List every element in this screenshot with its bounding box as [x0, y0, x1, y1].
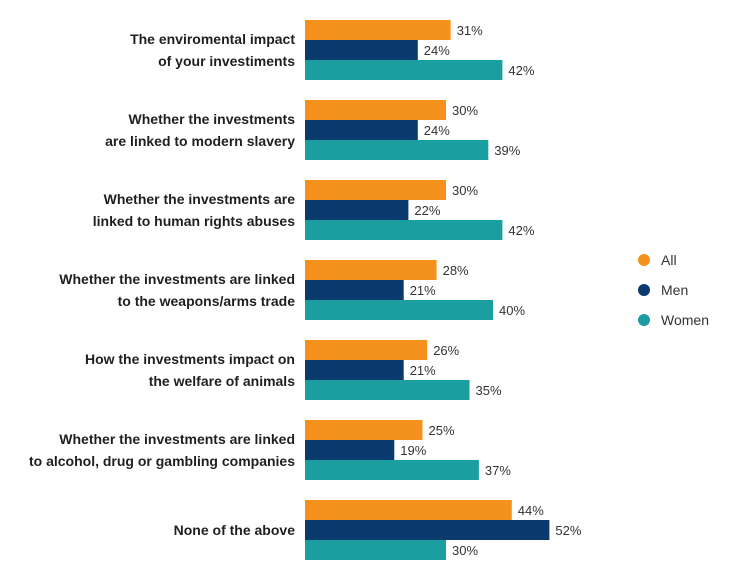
- data-label: 30%: [452, 543, 478, 558]
- data-label: 31%: [457, 23, 483, 38]
- legend-label-all: All: [661, 252, 677, 268]
- data-label: 25%: [429, 423, 455, 438]
- data-label: 39%: [494, 143, 520, 158]
- data-label: 42%: [508, 223, 534, 238]
- category-label: Whether the investments: [129, 111, 296, 127]
- category-label: the welfare of animals: [149, 373, 295, 389]
- bar-women: [305, 300, 493, 320]
- bars: [305, 20, 550, 560]
- data-label: 30%: [452, 103, 478, 118]
- bar-men: [305, 40, 418, 60]
- data-label: 26%: [433, 343, 459, 358]
- data-label: 24%: [424, 123, 450, 138]
- data-label: 28%: [443, 263, 469, 278]
- category-label: to alcohol, drug or gambling companies: [29, 453, 295, 469]
- bar-all: [305, 420, 423, 440]
- category-label: Whether the investments are linked: [59, 271, 295, 287]
- data-label: 30%: [452, 183, 478, 198]
- data-label: 42%: [508, 63, 534, 78]
- category-label: of your investiments: [158, 53, 295, 69]
- bar-women: [305, 220, 503, 240]
- category-label: How the investments impact on: [85, 351, 295, 367]
- category-label: The enviromental impact: [130, 31, 295, 47]
- bar-men: [305, 120, 418, 140]
- bar-all: [305, 20, 451, 40]
- data-label: 21%: [410, 363, 436, 378]
- legend-label-men: Men: [661, 282, 688, 298]
- bar-women: [305, 140, 489, 160]
- data-label: 22%: [414, 203, 440, 218]
- category-label: linked to human rights abuses: [93, 213, 295, 229]
- legend: All Men Women: [638, 252, 709, 328]
- bar-men: [305, 360, 404, 380]
- data-label: 24%: [424, 43, 450, 58]
- bar-women: [305, 460, 479, 480]
- bar-men: [305, 200, 409, 220]
- data-label: 52%: [555, 523, 581, 538]
- data-label: 37%: [485, 463, 511, 478]
- value-labels: 31%24%42%30%24%39%30%22%42%28%21%40%26%2…: [400, 23, 582, 558]
- category-label: Whether the investments are: [104, 191, 296, 207]
- bar-all: [305, 500, 512, 520]
- category-label: Whether the investments are linked: [59, 431, 295, 447]
- legend-label-women: Women: [661, 312, 709, 328]
- bar-men: [305, 440, 395, 460]
- data-label: 40%: [499, 303, 525, 318]
- legend-marker-women: [638, 314, 650, 326]
- bar-women: [305, 60, 503, 80]
- bar-all: [305, 340, 428, 360]
- category-label: are linked to modern slavery: [105, 133, 295, 149]
- bar-all: [305, 180, 446, 200]
- data-label: 35%: [476, 383, 502, 398]
- data-label: 21%: [410, 283, 436, 298]
- bar-men: [305, 520, 550, 540]
- data-label: 19%: [400, 443, 426, 458]
- legend-marker-all: [638, 254, 650, 266]
- data-label: 44%: [518, 503, 544, 518]
- legend-marker-men: [638, 284, 650, 296]
- bar-men: [305, 280, 404, 300]
- bar-all: [305, 260, 437, 280]
- bar-all: [305, 100, 446, 120]
- category-label: None of the above: [174, 522, 296, 538]
- bar-women: [305, 540, 446, 560]
- category-labels: The enviromental impact of your investime…: [29, 31, 295, 538]
- category-label: to the weapons/arms trade: [118, 293, 296, 309]
- bar-women: [305, 380, 470, 400]
